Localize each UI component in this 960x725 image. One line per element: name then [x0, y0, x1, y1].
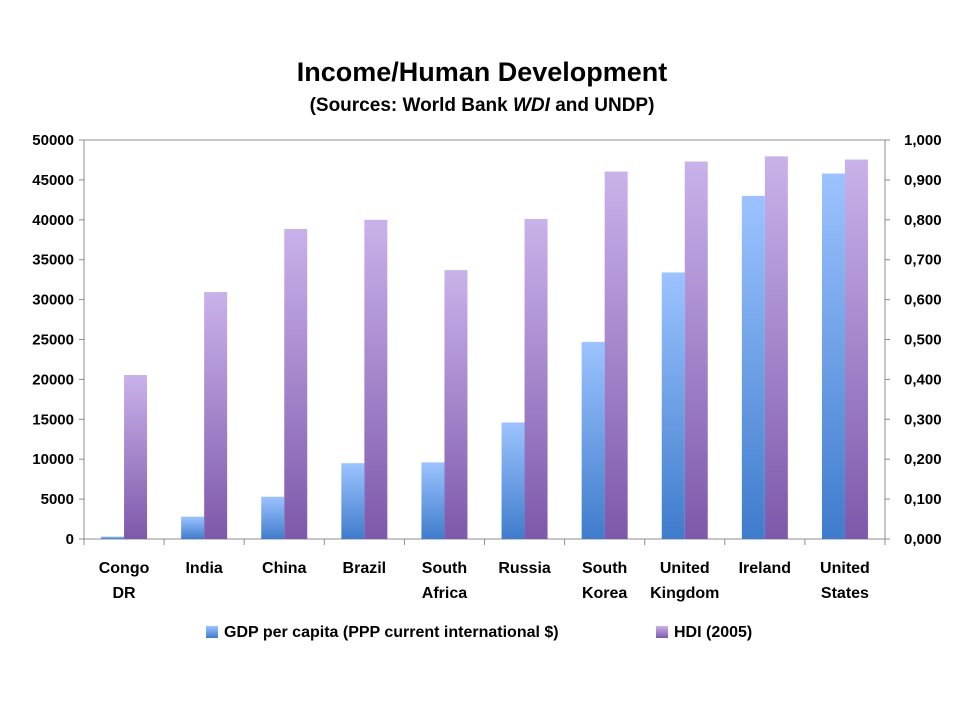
- hdi-bar-4: [444, 270, 468, 539]
- y-left-tick-label: 45000: [32, 172, 74, 189]
- gdp-bar-2: [261, 496, 285, 539]
- x-category-label: China: [262, 560, 307, 577]
- y-left-tick-label: 15000: [32, 411, 74, 428]
- x-category-label: South: [422, 560, 467, 577]
- gdp-bar-3: [341, 463, 365, 539]
- gdp-bar-5: [501, 422, 525, 539]
- hdi-bar-1: [204, 292, 228, 539]
- gdp-bar-8: [741, 195, 765, 540]
- gdp-bar-0: [101, 536, 125, 539]
- x-category-label: Russia: [498, 560, 551, 577]
- y-left-tick-label: 10000: [32, 451, 74, 468]
- hdi-bar-2: [284, 228, 308, 540]
- legend-swatch-1: [656, 626, 668, 638]
- x-category-label: United: [660, 560, 710, 577]
- plot-area: 0 5000 10000 15000 20000 25000 30000 35000 40000…: [32, 132, 941, 602]
- gdp-bar-7: [661, 272, 685, 539]
- subtitle-part-3: and UNDP): [550, 95, 655, 116]
- hdi-bar-0: [124, 375, 148, 539]
- subtitle-part-1: (Sources: World Bank: [310, 95, 513, 116]
- gdp-bar-4: [421, 462, 445, 539]
- y-left-tick-label: 5000: [41, 491, 74, 508]
- legend-label-0: GDP per capita (PPP current internationa…: [224, 624, 559, 641]
- x-category-label: India: [185, 560, 222, 577]
- x-category-label: South: [582, 560, 627, 577]
- x-category-label: Brazil: [343, 560, 387, 577]
- y-right-tick-label: 0,100: [904, 491, 942, 508]
- x-category-label: DR: [112, 585, 136, 602]
- legend: GDP per capita (PPP current internationa…: [206, 624, 752, 641]
- x-category-label: States: [821, 585, 869, 602]
- y-right-tick-label: 0,200: [904, 451, 942, 468]
- y-right-tick-label: 0,500: [904, 332, 942, 349]
- hdi-bar-7: [684, 161, 708, 539]
- subtitle-part-2: WDI: [513, 95, 551, 116]
- hdi-bar-9: [844, 159, 868, 539]
- y-right-tick-label: 0,800: [904, 212, 942, 229]
- y-left-tick-label: 50000: [32, 132, 74, 149]
- x-category-label: Congo: [99, 560, 150, 577]
- x-category-label: Korea: [582, 585, 627, 602]
- x-category-label: Africa: [422, 585, 467, 602]
- chart-title: Income/Human Development: [297, 57, 668, 87]
- hdi-bar-5: [524, 219, 548, 539]
- y-left-tick-label: 40000: [32, 212, 74, 229]
- hdi-bar-8: [764, 156, 788, 539]
- y-right-tick-label: 0,300: [904, 411, 942, 428]
- legend-label-1: HDI (2005): [674, 624, 752, 641]
- x-category-label: United: [820, 560, 870, 577]
- gdp-bar-1: [181, 516, 205, 539]
- x-category-label: Kingdom: [650, 585, 719, 602]
- x-category-label: Ireland: [739, 560, 791, 577]
- y-left-tick-label: 30000: [32, 292, 74, 309]
- y-right-tick-label: 0,600: [904, 292, 942, 309]
- y-left-tick-label: 25000: [32, 332, 74, 349]
- hdi-bar-6: [604, 171, 628, 539]
- y-right-tick-label: 0,700: [904, 252, 942, 269]
- y-left-tick-label: 35000: [32, 252, 74, 269]
- hdi-bar-3: [364, 219, 388, 540]
- y-left-tick-label: 20000: [32, 371, 74, 388]
- y-right-tick-label: 0,400: [904, 371, 942, 388]
- y-right-tick-label: 0,000: [904, 531, 942, 548]
- y-right-tick-label: 0,900: [904, 172, 942, 189]
- gdp-bar-9: [821, 173, 845, 540]
- gdp-bar-6: [581, 341, 605, 539]
- y-left-tick-label: 0: [66, 531, 74, 548]
- y-right-tick-label: 1,000: [904, 132, 942, 149]
- chart-subtitle: (Sources: World Bank WDI and UNDP): [310, 95, 655, 116]
- legend-swatch-0: [206, 626, 218, 638]
